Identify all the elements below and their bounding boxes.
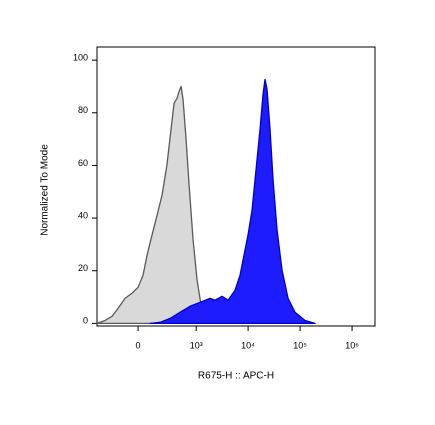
histogram-area: [149, 78, 316, 325]
x-tick-label: 10⁵: [293, 340, 307, 350]
y-tick-label: 100: [73, 53, 88, 63]
y-tick-label: 60: [78, 158, 88, 168]
x-tick-label: 10³: [190, 340, 203, 350]
y-axis-title: Normalized To Mode: [40, 144, 51, 236]
x-tick-label: 10⁴: [241, 340, 255, 350]
y-tick-label: 40: [78, 210, 88, 220]
x-tick-label: 0: [136, 340, 141, 350]
histogram-area: [96, 85, 211, 325]
x-tick-label: 10⁶: [345, 340, 359, 350]
y-tick-label: 20: [78, 263, 88, 273]
y-tick-label: 80: [78, 105, 88, 115]
x-axis-title: R675-H :: APC-H: [198, 371, 274, 382]
y-tick-label: 0: [83, 316, 88, 326]
plot-frame: [96, 46, 376, 327]
